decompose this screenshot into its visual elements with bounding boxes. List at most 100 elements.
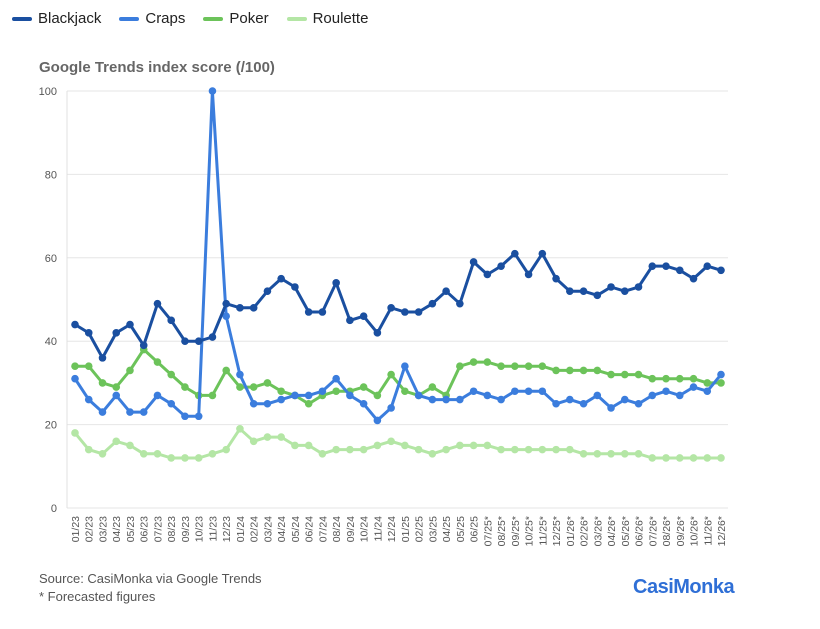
point-poker xyxy=(689,374,698,383)
point-roulette xyxy=(222,445,230,454)
chart-title: Google Trends index score (/100) xyxy=(39,59,275,76)
point-roulette xyxy=(208,449,217,458)
point-roulette xyxy=(236,424,244,433)
point-blackjack xyxy=(497,262,505,270)
point-blackjack xyxy=(524,270,533,279)
x-tick-label: 07/24 xyxy=(317,516,329,542)
point-blackjack xyxy=(139,341,148,350)
point-blackjack xyxy=(263,287,272,295)
x-tick-label: 04/25 xyxy=(441,516,453,542)
legend-item-poker[interactable]: Poker xyxy=(203,10,269,27)
point-craps xyxy=(675,391,684,400)
point-poker xyxy=(181,383,189,391)
point-blackjack xyxy=(98,354,107,362)
legend-item-blackjack[interactable]: Blackjack xyxy=(12,10,101,27)
point-poker xyxy=(71,362,79,371)
point-blackjack xyxy=(620,287,629,295)
point-roulette xyxy=(483,441,492,450)
point-poker xyxy=(112,383,121,391)
point-craps xyxy=(593,391,602,400)
point-poker xyxy=(249,383,258,391)
y-tick-label: 0 xyxy=(51,503,57,515)
forecast-note: * Forecasted figures xyxy=(39,589,156,604)
point-roulette xyxy=(181,454,189,462)
point-roulette xyxy=(71,429,79,437)
point-craps xyxy=(662,387,670,396)
legend-item-craps[interactable]: Craps xyxy=(119,10,185,27)
x-tick-label: 07/26* xyxy=(647,516,659,546)
point-blackjack xyxy=(249,304,258,312)
point-roulette xyxy=(428,449,437,458)
point-roulette xyxy=(620,449,629,458)
legend-item-roulette[interactable]: Roulette xyxy=(286,10,368,27)
point-poker xyxy=(703,379,712,387)
point-craps xyxy=(387,404,395,412)
point-blackjack xyxy=(318,308,327,316)
point-poker xyxy=(675,374,684,383)
source-note: Source: CasiMonka via Google Trends xyxy=(39,571,262,586)
point-craps xyxy=(511,387,519,396)
point-roulette xyxy=(442,445,450,454)
point-blackjack xyxy=(194,337,203,346)
point-blackjack xyxy=(304,308,313,316)
x-tick-label: 08/23 xyxy=(166,516,178,542)
point-blackjack xyxy=(538,249,547,258)
point-roulette xyxy=(304,441,313,450)
point-craps xyxy=(139,408,148,416)
point-craps xyxy=(263,399,272,408)
x-tick-label: 03/23 xyxy=(97,516,109,542)
point-blackjack xyxy=(675,266,684,275)
point-poker xyxy=(387,370,395,379)
point-blackjack xyxy=(277,274,285,283)
point-roulette xyxy=(538,445,547,454)
point-poker xyxy=(373,391,382,400)
point-craps xyxy=(112,391,121,400)
legend-swatch xyxy=(286,16,307,21)
y-tick-label: 20 xyxy=(45,420,57,432)
point-poker xyxy=(524,362,533,371)
x-tick-label: 05/24 xyxy=(290,516,302,542)
point-poker xyxy=(552,366,560,375)
point-poker xyxy=(469,358,478,366)
legend-label: Craps xyxy=(145,10,186,27)
legend-label: Blackjack xyxy=(38,10,102,27)
legend-swatch xyxy=(203,16,224,21)
point-poker xyxy=(593,366,602,375)
x-tick-label: 09/24 xyxy=(345,516,357,542)
point-poker xyxy=(359,383,368,391)
x-tick-label: 10/26* xyxy=(689,516,701,546)
point-blackjack xyxy=(579,287,588,295)
point-craps xyxy=(566,395,574,404)
point-craps xyxy=(428,395,437,404)
point-roulette xyxy=(469,441,478,450)
x-tick-label: 06/24 xyxy=(304,516,316,542)
point-blackjack xyxy=(346,316,354,325)
point-poker xyxy=(648,374,657,383)
point-roulette xyxy=(497,445,505,454)
point-roulette xyxy=(648,454,657,462)
point-poker xyxy=(634,370,643,379)
point-blackjack xyxy=(717,266,725,275)
point-roulette xyxy=(291,441,299,450)
x-tick-label: 02/25 xyxy=(414,516,426,542)
point-craps xyxy=(249,399,258,408)
point-poker xyxy=(167,370,176,379)
point-craps xyxy=(456,395,464,404)
legend-label: Poker xyxy=(229,10,269,27)
point-roulette xyxy=(153,449,162,458)
x-tick-label: 01/25 xyxy=(400,516,412,542)
point-roulette xyxy=(84,445,93,454)
x-tick-label: 12/24 xyxy=(386,516,398,542)
point-blackjack xyxy=(291,283,299,291)
point-craps xyxy=(98,408,107,416)
x-tick-label: 09/23 xyxy=(180,516,192,542)
point-blackjack xyxy=(428,299,437,308)
x-tick-label: 10/25* xyxy=(524,516,536,546)
point-blackjack xyxy=(373,329,382,337)
y-tick-label: 100 xyxy=(39,86,57,98)
point-poker xyxy=(428,383,437,391)
x-tick-label: 05/26* xyxy=(620,516,632,546)
point-craps xyxy=(538,387,547,396)
x-tick-label: 03/24 xyxy=(262,516,274,542)
point-blackjack xyxy=(153,299,162,308)
